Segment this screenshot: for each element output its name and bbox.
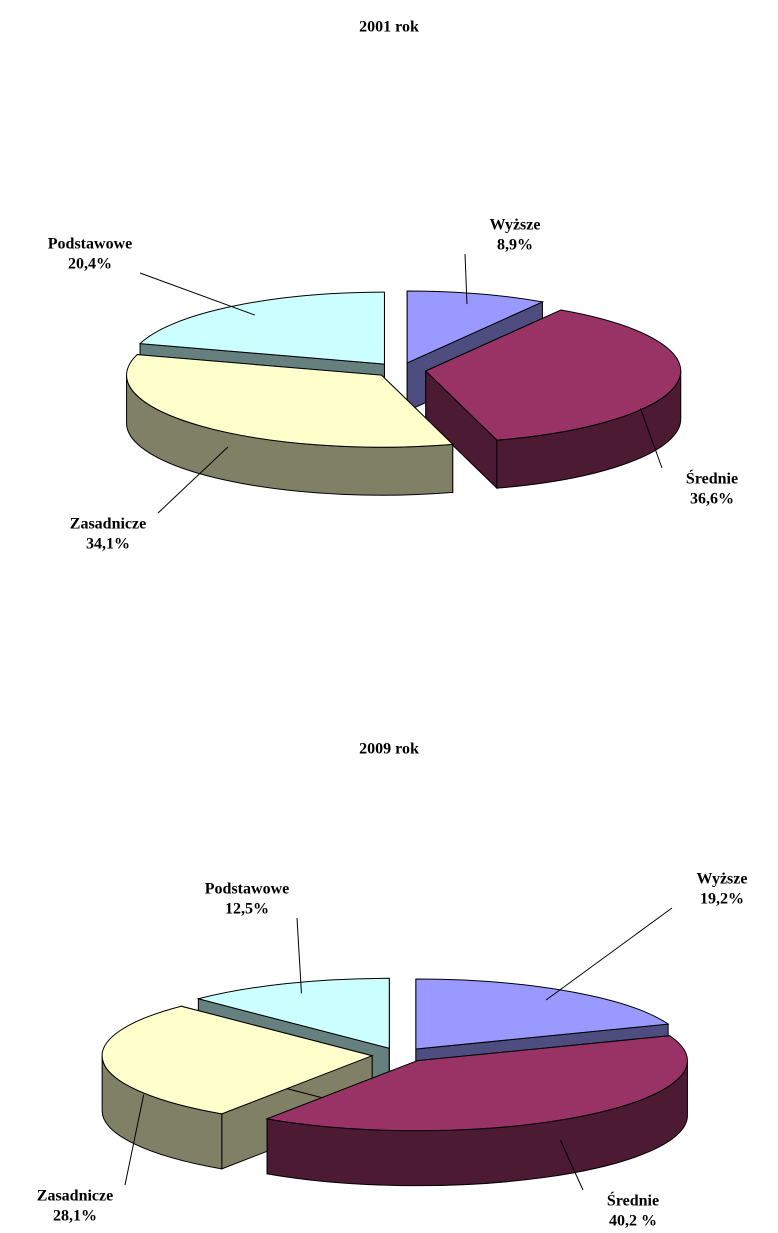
slice-top — [101, 1005, 374, 1115]
slice-top — [406, 290, 545, 364]
pie-chart: 2001 rok Wyższe 8,9% Średnie 36,6% Zasadnicze… — [48, 19, 738, 553]
slice-label: Średnie — [607, 1191, 659, 1210]
slice-label: Podstawowe — [48, 236, 132, 253]
leader-line — [639, 408, 663, 469]
slice-top — [126, 354, 454, 448]
pie-slice — [126, 354, 454, 496]
slice-value-label: 20,4% — [68, 256, 112, 273]
slice-value-label: 34,1% — [86, 536, 130, 553]
slice-label: Wyższe — [490, 217, 541, 234]
pie-slice — [424, 309, 682, 490]
slice-top — [415, 978, 670, 1050]
slice-label: Wyższe — [697, 871, 748, 888]
pie-slice — [265, 1035, 688, 1187]
slice-top — [196, 977, 390, 1049]
slice-value-label: 12,5% — [225, 901, 269, 918]
slice-value-label: 36,6% — [690, 491, 734, 508]
leader-line — [559, 1140, 584, 1191]
leader-line — [296, 917, 302, 994]
slice-value-label: 40,2 % — [609, 1213, 657, 1230]
chart-title: 2001 rok — [359, 19, 419, 36]
slice-label: Podstawowe — [205, 881, 289, 898]
slice-top — [424, 309, 682, 441]
leader-line — [157, 446, 229, 514]
leader-line — [464, 253, 468, 305]
leader-line — [545, 907, 673, 1001]
slice-label: Średnie — [686, 469, 738, 488]
chart-title: 2009 rok — [359, 741, 419, 758]
slice-value-label: 8,9% — [497, 237, 533, 254]
pie-chart: 2009 rok Wyższe 19,2% Średnie 40,2 % Zasadnic… — [37, 741, 748, 1230]
leader-line — [139, 272, 256, 316]
slice-value-label: 19,2% — [700, 891, 744, 908]
leader-line — [124, 1094, 145, 1186]
slice-label: Zasadnicze — [37, 1188, 113, 1205]
slice-label: Zasadnicze — [70, 516, 146, 533]
slice-value-label: 28,1% — [53, 1208, 97, 1225]
slice-top — [265, 1035, 688, 1132]
